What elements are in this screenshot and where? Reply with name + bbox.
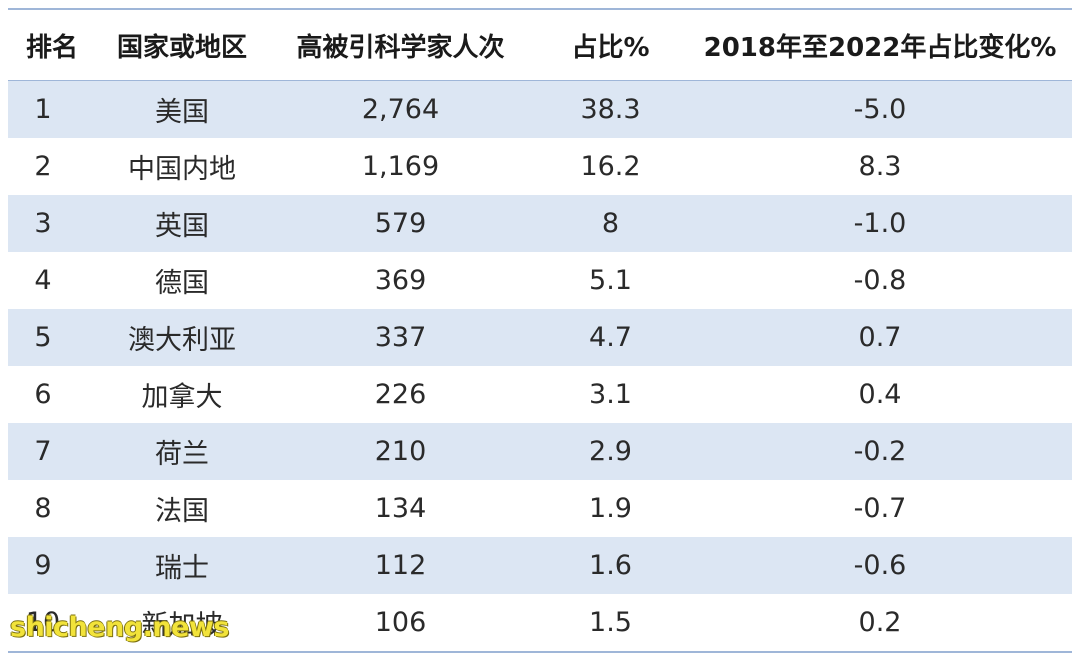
cell-change: -5.0 bbox=[688, 80, 1072, 138]
cell-rank: 9 bbox=[8, 537, 96, 594]
cell-share: 1.9 bbox=[533, 480, 688, 537]
cell-rank: 5 bbox=[8, 309, 96, 366]
ranking-table: 排名 国家或地区 高被引科学家人次 占比% 2018年至2022年占比变化% 1… bbox=[8, 10, 1072, 651]
table-row: 9 瑞士 112 1.6 -0.6 bbox=[8, 537, 1072, 594]
header-rank: 排名 bbox=[25, 32, 78, 63]
table-row: 8 法国 134 1.9 -0.7 bbox=[8, 480, 1072, 537]
cell-change: -1.0 bbox=[688, 195, 1072, 252]
cell-rank: 10 bbox=[8, 594, 96, 651]
cell-count: 210 bbox=[268, 423, 533, 480]
cell-count: 2,764 bbox=[268, 80, 533, 138]
cell-change: 0.7 bbox=[688, 309, 1072, 366]
cell-change: 0.2 bbox=[688, 594, 1072, 651]
cell-count: 134 bbox=[268, 480, 533, 537]
cell-region: 中国内地 bbox=[96, 138, 268, 195]
table-bottom-rule bbox=[8, 651, 1072, 653]
cell-change: 0.4 bbox=[688, 366, 1072, 423]
cell-share: 5.1 bbox=[533, 252, 688, 309]
cell-change: -0.2 bbox=[688, 423, 1072, 480]
cell-share: 16.2 bbox=[533, 138, 688, 195]
cell-share: 2.9 bbox=[533, 423, 688, 480]
cell-region: 荷兰 bbox=[96, 423, 268, 480]
header-share: 占比% bbox=[571, 32, 650, 63]
cell-share: 8 bbox=[533, 195, 688, 252]
cell-region: 澳大利亚 bbox=[96, 309, 268, 366]
cell-rank: 3 bbox=[8, 195, 96, 252]
cell-count: 1,169 bbox=[268, 138, 533, 195]
cell-share: 1.5 bbox=[533, 594, 688, 651]
cell-rank: 2 bbox=[8, 138, 96, 195]
cell-region: 德国 bbox=[96, 252, 268, 309]
table-body: 1 美国 2,764 38.3 -5.0 2 中国内地 1,169 16.2 8… bbox=[8, 80, 1072, 651]
cell-count: 106 bbox=[268, 594, 533, 651]
cell-rank: 6 bbox=[8, 366, 96, 423]
cell-change: -0.8 bbox=[688, 252, 1072, 309]
cell-region: 加拿大 bbox=[96, 366, 268, 423]
table-row: 4 德国 369 5.1 -0.8 bbox=[8, 252, 1072, 309]
cell-rank: 1 bbox=[8, 80, 96, 138]
table-row: 5 澳大利亚 337 4.7 0.7 bbox=[8, 309, 1072, 366]
cell-share: 38.3 bbox=[533, 80, 688, 138]
cell-rank: 8 bbox=[8, 480, 96, 537]
cell-rank: 7 bbox=[8, 423, 96, 480]
table-row: 7 荷兰 210 2.9 -0.2 bbox=[8, 423, 1072, 480]
cell-change: -0.7 bbox=[688, 480, 1072, 537]
table-row: 2 中国内地 1,169 16.2 8.3 bbox=[8, 138, 1072, 195]
cell-change: -0.6 bbox=[688, 537, 1072, 594]
cell-rank: 4 bbox=[8, 252, 96, 309]
table-row: 1 美国 2,764 38.3 -5.0 bbox=[8, 80, 1072, 138]
cell-count: 337 bbox=[268, 309, 533, 366]
cell-share: 3.1 bbox=[533, 366, 688, 423]
watermark-logo: shicheng.news bbox=[10, 612, 229, 643]
cell-count: 579 bbox=[268, 195, 533, 252]
table-row: 3 英国 579 8 -1.0 bbox=[8, 195, 1072, 252]
table-header: 排名 国家或地区 高被引科学家人次 占比% 2018年至2022年占比变化% bbox=[8, 10, 1072, 81]
cell-share: 4.7 bbox=[533, 309, 688, 366]
table-top-rule bbox=[8, 8, 1072, 10]
cell-count: 369 bbox=[268, 252, 533, 309]
header-row: 排名 国家或地区 高被引科学家人次 占比% 2018年至2022年占比变化% bbox=[8, 10, 1072, 81]
header-count: 高被引科学家人次 bbox=[296, 32, 505, 63]
cell-region: 瑞士 bbox=[96, 537, 268, 594]
cell-share: 1.6 bbox=[533, 537, 688, 594]
cell-count: 112 bbox=[268, 537, 533, 594]
cell-region: 新加坡 bbox=[96, 594, 268, 651]
header-region: 国家或地区 bbox=[116, 32, 247, 63]
table-row: 10 新加坡 106 1.5 0.2 bbox=[8, 594, 1072, 651]
header-change: 2018年至2022年占比变化% bbox=[703, 32, 1057, 63]
cell-region: 美国 bbox=[96, 80, 268, 138]
table-row: 6 加拿大 226 3.1 0.4 bbox=[8, 366, 1072, 423]
cell-change: 8.3 bbox=[688, 138, 1072, 195]
cell-region: 法国 bbox=[96, 480, 268, 537]
cell-region: 英国 bbox=[96, 195, 268, 252]
cell-count: 226 bbox=[268, 366, 533, 423]
